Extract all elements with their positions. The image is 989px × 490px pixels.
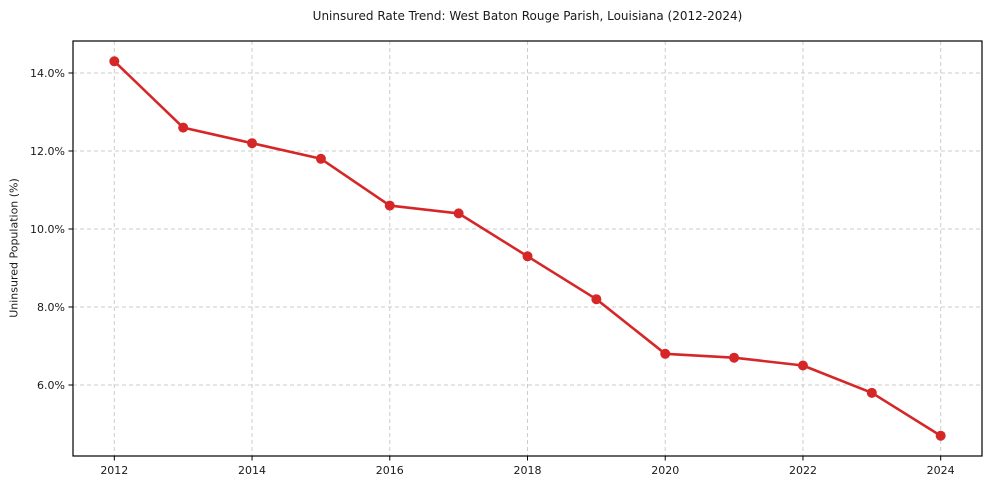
data-point bbox=[935, 430, 946, 441]
y-tick-label: 14.0% bbox=[30, 67, 65, 80]
y-tick-label: 10.0% bbox=[30, 223, 65, 236]
data-point bbox=[797, 360, 808, 371]
x-tick-label: 2012 bbox=[100, 464, 128, 477]
x-tick-label: 2022 bbox=[789, 464, 817, 477]
data-point bbox=[729, 352, 740, 363]
data-point bbox=[453, 208, 464, 219]
y-axis-label: Uninsured Population (%) bbox=[7, 178, 21, 318]
data-point bbox=[522, 251, 533, 262]
y-tick-label: 8.0% bbox=[37, 301, 65, 314]
data-point bbox=[591, 294, 602, 305]
y-tick-label: 12.0% bbox=[30, 145, 65, 158]
data-point bbox=[178, 122, 189, 133]
y-tick-label: 6.0% bbox=[37, 379, 65, 392]
data-point bbox=[315, 153, 326, 164]
data-point bbox=[109, 56, 120, 67]
x-tick-label: 2020 bbox=[651, 464, 679, 477]
data-point bbox=[384, 200, 395, 211]
x-tick-label: 2018 bbox=[514, 464, 542, 477]
x-tick-label: 2014 bbox=[238, 464, 266, 477]
x-tick-label: 2024 bbox=[927, 464, 955, 477]
data-point bbox=[866, 387, 877, 398]
data-point bbox=[660, 348, 671, 359]
x-tick-label: 2016 bbox=[376, 464, 404, 477]
data-point bbox=[247, 138, 258, 149]
chart-title: Uninsured Rate Trend: West Baton Rouge P… bbox=[312, 9, 743, 23]
